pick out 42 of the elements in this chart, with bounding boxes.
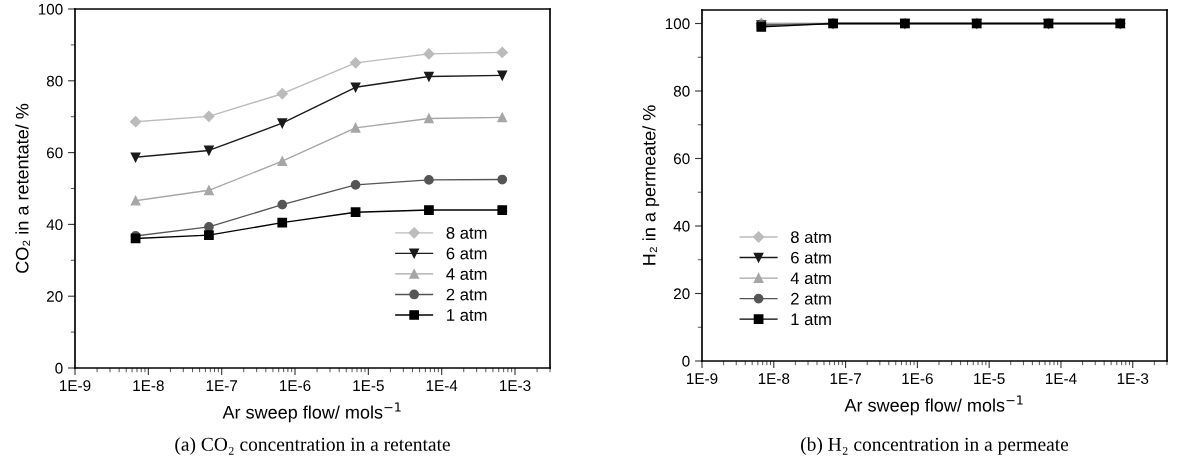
x-tick-label: 1E-5: [353, 380, 384, 392]
legend-label: 2 atm: [791, 292, 831, 305]
legend-label: 8 atm: [790, 231, 831, 244]
text: (b) H₂ concentration in a permeate: [801, 437, 1069, 455]
y-tick-label: 20: [673, 288, 690, 300]
x-tick-label: 1E-9: [687, 373, 718, 385]
x-tick-label: 1E-9: [60, 380, 91, 392]
x-axis-title: Ar sweep flow/ mols$^{−1}$: [222, 402, 401, 423]
legend-label: 6 atm: [446, 247, 487, 260]
y-tick-label: 100: [38, 3, 63, 15]
y-tick-label: 80: [46, 75, 63, 87]
x-tick-label: 1E-3: [1117, 373, 1149, 385]
y-tick-label: 60: [46, 147, 63, 159]
x-tick-label: 1E-8: [133, 380, 164, 392]
text: (a) CO₂ concentration in a retentate: [175, 437, 450, 455]
x-tick-label: 1E-4: [1045, 373, 1077, 384]
legend-label: 4 atm: [446, 268, 487, 280]
legend-label: 1 atm: [447, 309, 487, 321]
y-tick-label: 60: [673, 153, 690, 165]
y-tick-label: 0: [55, 362, 63, 374]
legend-label: 4 atm: [790, 272, 831, 285]
y-axis-title: CO₂ in a retentate/ %: [15, 103, 30, 273]
x-tick-label: 1E-8: [758, 373, 790, 385]
x-tick-label: 1E-7: [830, 373, 861, 384]
y-tick-label: 40: [673, 220, 690, 232]
y-tick-label: 20: [46, 291, 63, 302]
x-tick-label: 1E-4: [426, 380, 458, 391]
legend-label: 2 atm: [446, 288, 487, 301]
legend-label: 8 atm: [446, 227, 487, 239]
y-tick-label: 0: [682, 355, 690, 367]
x-axis-title: Ar sweep flow/ mols$^{−1}$: [844, 395, 1023, 416]
legend-label: 1 atm: [791, 313, 831, 326]
y-axis-title: H₂ in a permeate/ %: [642, 105, 660, 265]
x-tick-label: 1E-6: [280, 380, 311, 392]
y-tick-label: 80: [673, 85, 690, 97]
y-tick-label: 100: [665, 18, 690, 30]
x-tick-label: 1E-6: [902, 373, 933, 385]
x-tick-label: 1E-7: [206, 380, 238, 391]
x-tick-label: 1E-3: [500, 380, 531, 392]
legend-label: 6 atm: [791, 251, 831, 264]
y-tick-label: 40: [46, 219, 63, 231]
x-tick-label: 1E-5: [974, 373, 1005, 385]
